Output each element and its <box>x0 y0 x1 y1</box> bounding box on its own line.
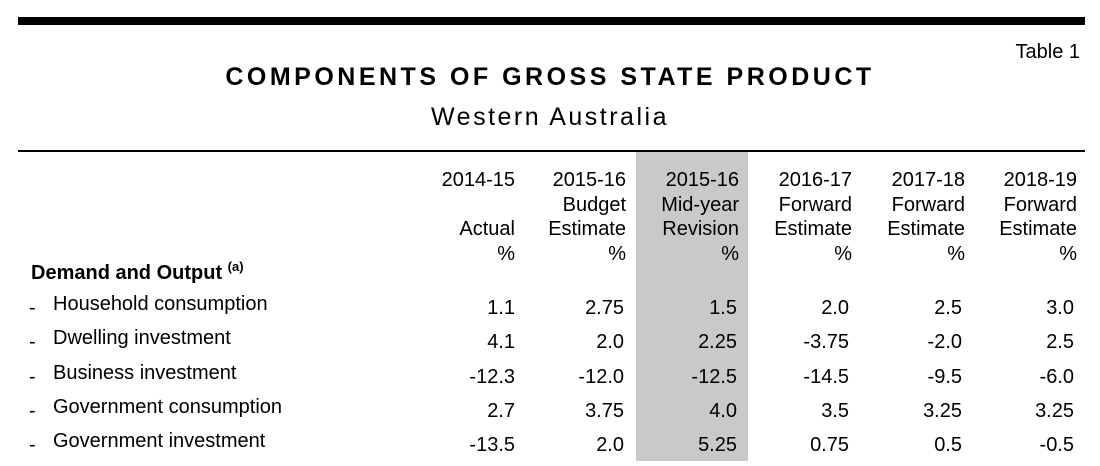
table-cell: 3.0 <box>1046 297 1074 319</box>
row-label: Business investment <box>53 362 237 384</box>
table-row: - Household consumption 1.1 2.75 1.5 2.0… <box>0 293 1100 329</box>
top-rule <box>18 17 1085 25</box>
column-unit: % <box>608 242 626 265</box>
section-heading: Demand and Output (a) <box>31 259 244 285</box>
table-cell: 2.75 <box>585 297 624 319</box>
table-cell: -12.0 <box>578 366 624 388</box>
table-cell: 2.0 <box>596 331 624 353</box>
column-line2 <box>395 193 515 218</box>
column-line2: Forward <box>891 193 965 216</box>
table-row: - Dwelling investment 4.1 2.0 2.25 -3.75… <box>0 327 1100 363</box>
column-header-2014-15: 2014-15 Actual % <box>395 168 515 266</box>
column-line3: Revision <box>662 218 739 240</box>
table-reference: Table 1 <box>1015 41 1081 63</box>
table-cell: -12.3 <box>469 366 515 388</box>
table-cell: 2.0 <box>596 434 624 456</box>
column-line3: Actual <box>459 218 515 240</box>
table-row: - Business investment -12.3 -12.0 -12.5 … <box>0 362 1100 398</box>
column-unit: % <box>1059 242 1077 265</box>
row-dash: - <box>29 331 36 353</box>
column-unit: % <box>497 242 515 265</box>
column-header-2015-16-mid-year: 2015-16 Mid-year Revision % <box>619 168 739 266</box>
table-cell: 1.1 <box>487 297 515 319</box>
table-cell: -6.0 <box>1039 366 1074 388</box>
table-cell: 2.0 <box>821 297 849 319</box>
table-cell: 2.25 <box>698 331 737 353</box>
table-cell: 4.1 <box>487 331 515 353</box>
column-line3: Estimate <box>548 218 626 240</box>
column-line2: Forward <box>1003 193 1077 216</box>
column-unit: % <box>834 242 852 265</box>
row-label: Household consumption <box>53 293 268 315</box>
table-cell: -14.5 <box>803 366 849 388</box>
table-cell: 2.5 <box>1046 331 1074 353</box>
row-dash: - <box>29 434 36 456</box>
table-subtitle: Western Australia <box>431 103 669 131</box>
row-dash: - <box>29 297 36 319</box>
table-row: - Government investment -13.5 2.0 5.25 0… <box>0 430 1100 466</box>
table-cell: 0.75 <box>810 434 849 456</box>
column-header-2017-18: 2017-18 Forward Estimate % <box>845 168 965 266</box>
header-rule <box>18 150 1085 152</box>
table-row: - Government consumption 2.7 3.75 4.0 3.… <box>0 396 1100 432</box>
column-year: 2018-19 <box>1003 169 1077 191</box>
table-cell: 2.5 <box>934 297 962 319</box>
table-cell: -13.5 <box>469 434 515 456</box>
table-cell: -2.0 <box>927 331 962 353</box>
column-year: 2015-16 <box>665 169 739 191</box>
table-cell: -3.75 <box>803 331 849 353</box>
table-cell: 3.25 <box>923 400 962 422</box>
column-year: 2016-17 <box>778 169 852 191</box>
column-line2: Budget <box>562 193 626 216</box>
table-cell: 5.25 <box>698 434 737 456</box>
column-header-2015-16-budget: 2015-16 Budget Estimate % <box>506 168 626 266</box>
table-cell: 0.5 <box>934 434 962 456</box>
table-cell: 3.75 <box>585 400 624 422</box>
column-line3: Estimate <box>774 218 852 240</box>
table-cell: -12.5 <box>691 366 737 388</box>
table-title: COMPONENTS OF GROSS STATE PRODUCT <box>225 63 875 91</box>
row-label: Dwelling investment <box>53 327 231 349</box>
table-cell: 3.25 <box>1035 400 1074 422</box>
table-cell: 3.5 <box>821 400 849 422</box>
column-unit: % <box>721 242 739 265</box>
table-cell: 4.0 <box>709 400 737 422</box>
column-line3: Estimate <box>999 218 1077 240</box>
column-unit: % <box>947 242 965 265</box>
column-header-2016-17: 2016-17 Forward Estimate % <box>732 168 852 266</box>
column-header-2018-19: 2018-19 Forward Estimate % <box>957 168 1077 266</box>
table-cell: -9.5 <box>927 366 962 388</box>
row-dash: - <box>29 400 36 422</box>
table-cell: -0.5 <box>1039 434 1074 456</box>
section-label: Demand and Output <box>31 262 223 284</box>
mid-year-revision-highlight <box>636 152 748 461</box>
table-cell: 2.7 <box>487 400 515 422</box>
row-label: Government consumption <box>53 396 283 418</box>
column-line3: Estimate <box>887 218 965 240</box>
table-cell: 1.5 <box>709 297 737 319</box>
section-footnote-marker: (a) <box>227 259 244 274</box>
column-year: 2014-15 <box>441 169 515 191</box>
column-year: 2015-16 <box>552 169 626 191</box>
column-year: 2017-18 <box>891 169 965 191</box>
row-dash: - <box>29 366 36 388</box>
row-label: Government investment <box>53 430 266 452</box>
column-line2: Forward <box>778 193 852 216</box>
column-line2: Mid-year <box>661 193 739 216</box>
